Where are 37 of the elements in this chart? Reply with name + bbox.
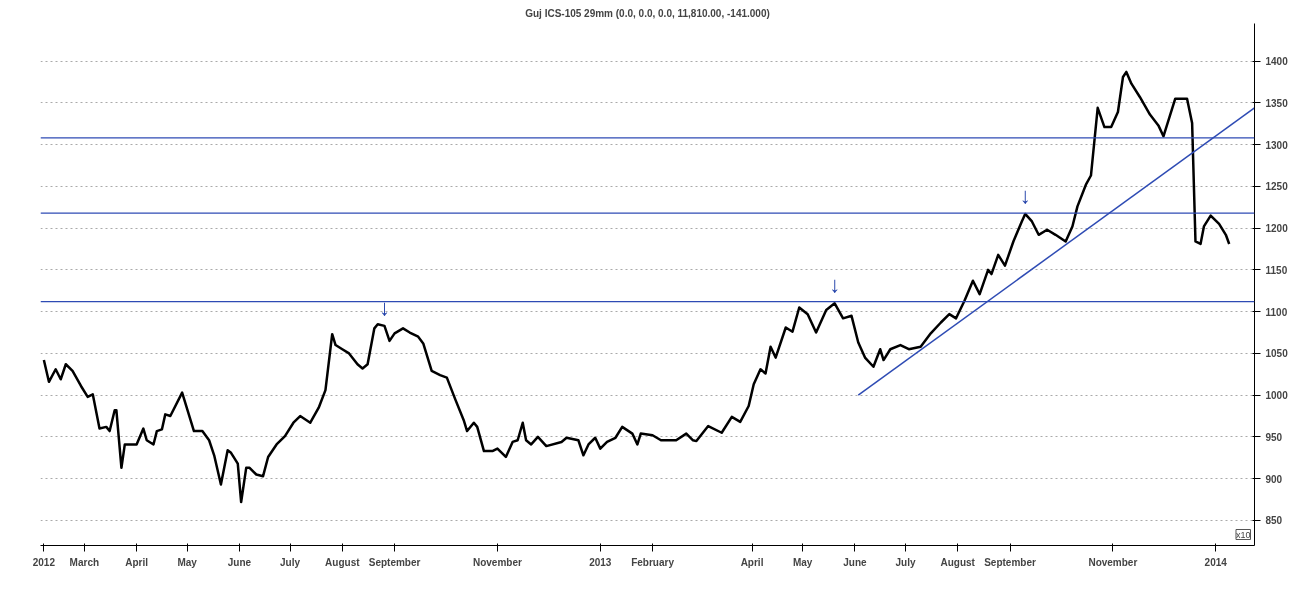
annotation: x10 [1235,529,1251,540]
y-tick-label: 850 [1265,515,1283,527]
x-tick-label: September [368,556,421,568]
x-tick-label: August [940,556,976,568]
y-tick-label: 1400 [1265,56,1289,68]
line-series [42,70,1231,504]
x-tick-label: September [984,556,1036,568]
y-tick-label: 900 [1265,473,1283,485]
y-tick-label: 1150 [1265,264,1288,276]
x-tick-label: 2012 [32,556,56,568]
x-tick-label: April [740,556,764,568]
chart-title: Guj ICS-105 29mm (0.0, 0.0, 0.0, 11,810.00, -141.000) [525,7,770,19]
annotation: ↓ [829,272,841,298]
y-tick-label: 1200 [1265,223,1289,235]
x-tick-label: 2014 [1204,556,1228,568]
y-tick-label: 1300 [1265,139,1289,151]
x-tick-label: June [843,556,867,568]
x-tick-label: February [631,556,675,568]
x-tick-label: March [69,556,100,568]
x-tick-label: April [125,556,149,568]
annotation: ↓ [378,294,390,320]
x-tick-label: June [227,556,252,568]
x-tick-label: November [1088,556,1138,568]
x-tick-label: 2013 [589,556,612,568]
x-tick-label: May [177,556,198,568]
x-tick-label: November [472,556,522,568]
y-tick-label: 1000 [1265,390,1289,402]
y-tick-label: 1050 [1265,348,1289,360]
x-tick-label: July [895,556,916,568]
x-tick-label: August [325,556,361,568]
y-tick-label: 1350 [1265,97,1289,109]
x-tick-label: July [280,556,301,568]
y-tick-label: 1250 [1265,181,1289,193]
y-tick-label: 950 [1265,431,1283,443]
x-tick-label: May [792,556,813,568]
y-tick-label: 1100 [1265,306,1288,318]
annotation: ↓ [1019,182,1031,208]
